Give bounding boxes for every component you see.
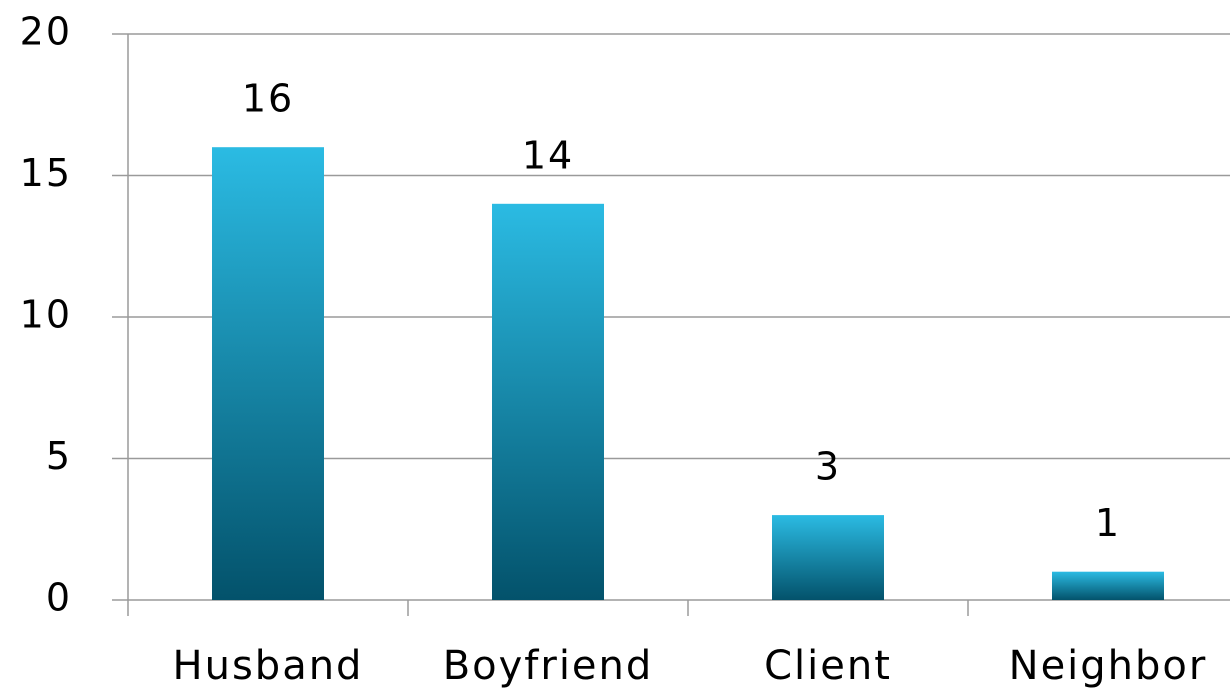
x-tick-label: Neighbor bbox=[1009, 643, 1208, 689]
bar bbox=[772, 515, 884, 600]
bar bbox=[1052, 571, 1164, 600]
y-tick-label: 20 bbox=[20, 10, 72, 54]
bar bbox=[212, 147, 324, 600]
y-tick-label: 10 bbox=[20, 293, 72, 337]
x-tick-label: Husband bbox=[173, 643, 364, 689]
data-label: 14 bbox=[522, 133, 574, 177]
y-tick-label: 15 bbox=[20, 151, 72, 195]
x-tick-label: Boyfriend bbox=[443, 643, 654, 689]
data-label: 1 bbox=[1095, 501, 1121, 545]
y-tick-label: 5 bbox=[46, 434, 72, 478]
x-tick-label: Client bbox=[764, 643, 892, 689]
data-label: 3 bbox=[815, 445, 841, 489]
y-tick-label: 0 bbox=[46, 576, 72, 620]
bar bbox=[492, 203, 604, 601]
data-label: 16 bbox=[242, 77, 294, 121]
